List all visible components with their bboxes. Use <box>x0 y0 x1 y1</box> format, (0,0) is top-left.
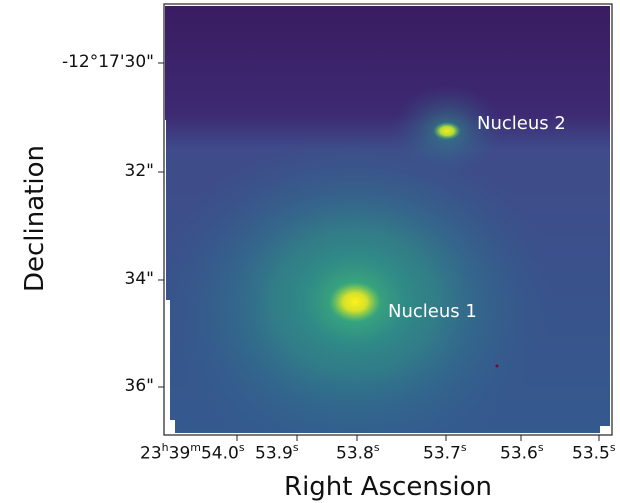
ytick-label: 36" <box>124 376 154 396</box>
ytick-label: -12°17'30" <box>61 52 154 72</box>
ytick-label: 32" <box>124 161 154 181</box>
galaxy-image <box>165 6 610 433</box>
xtick-label: 53.6s <box>500 441 544 464</box>
xtick-label: 53.9s <box>255 441 299 464</box>
y-axis-label: Declination <box>20 145 50 292</box>
xtick-label: 53.5s <box>572 441 616 464</box>
x-axis-label: Right Ascension <box>284 472 492 502</box>
nucleus-1-marker <box>329 282 381 322</box>
xtick-label: 53.8s <box>336 441 380 464</box>
nucleus-2-label: Nucleus 2 <box>477 113 566 134</box>
nucleus-2-marker <box>433 122 461 140</box>
xtick-label: 53.7s <box>423 441 467 464</box>
ytick-label: 34" <box>124 269 154 289</box>
xtick-label: 23h39m54.0s <box>140 441 245 464</box>
nucleus-1-label: Nucleus 1 <box>388 301 477 322</box>
